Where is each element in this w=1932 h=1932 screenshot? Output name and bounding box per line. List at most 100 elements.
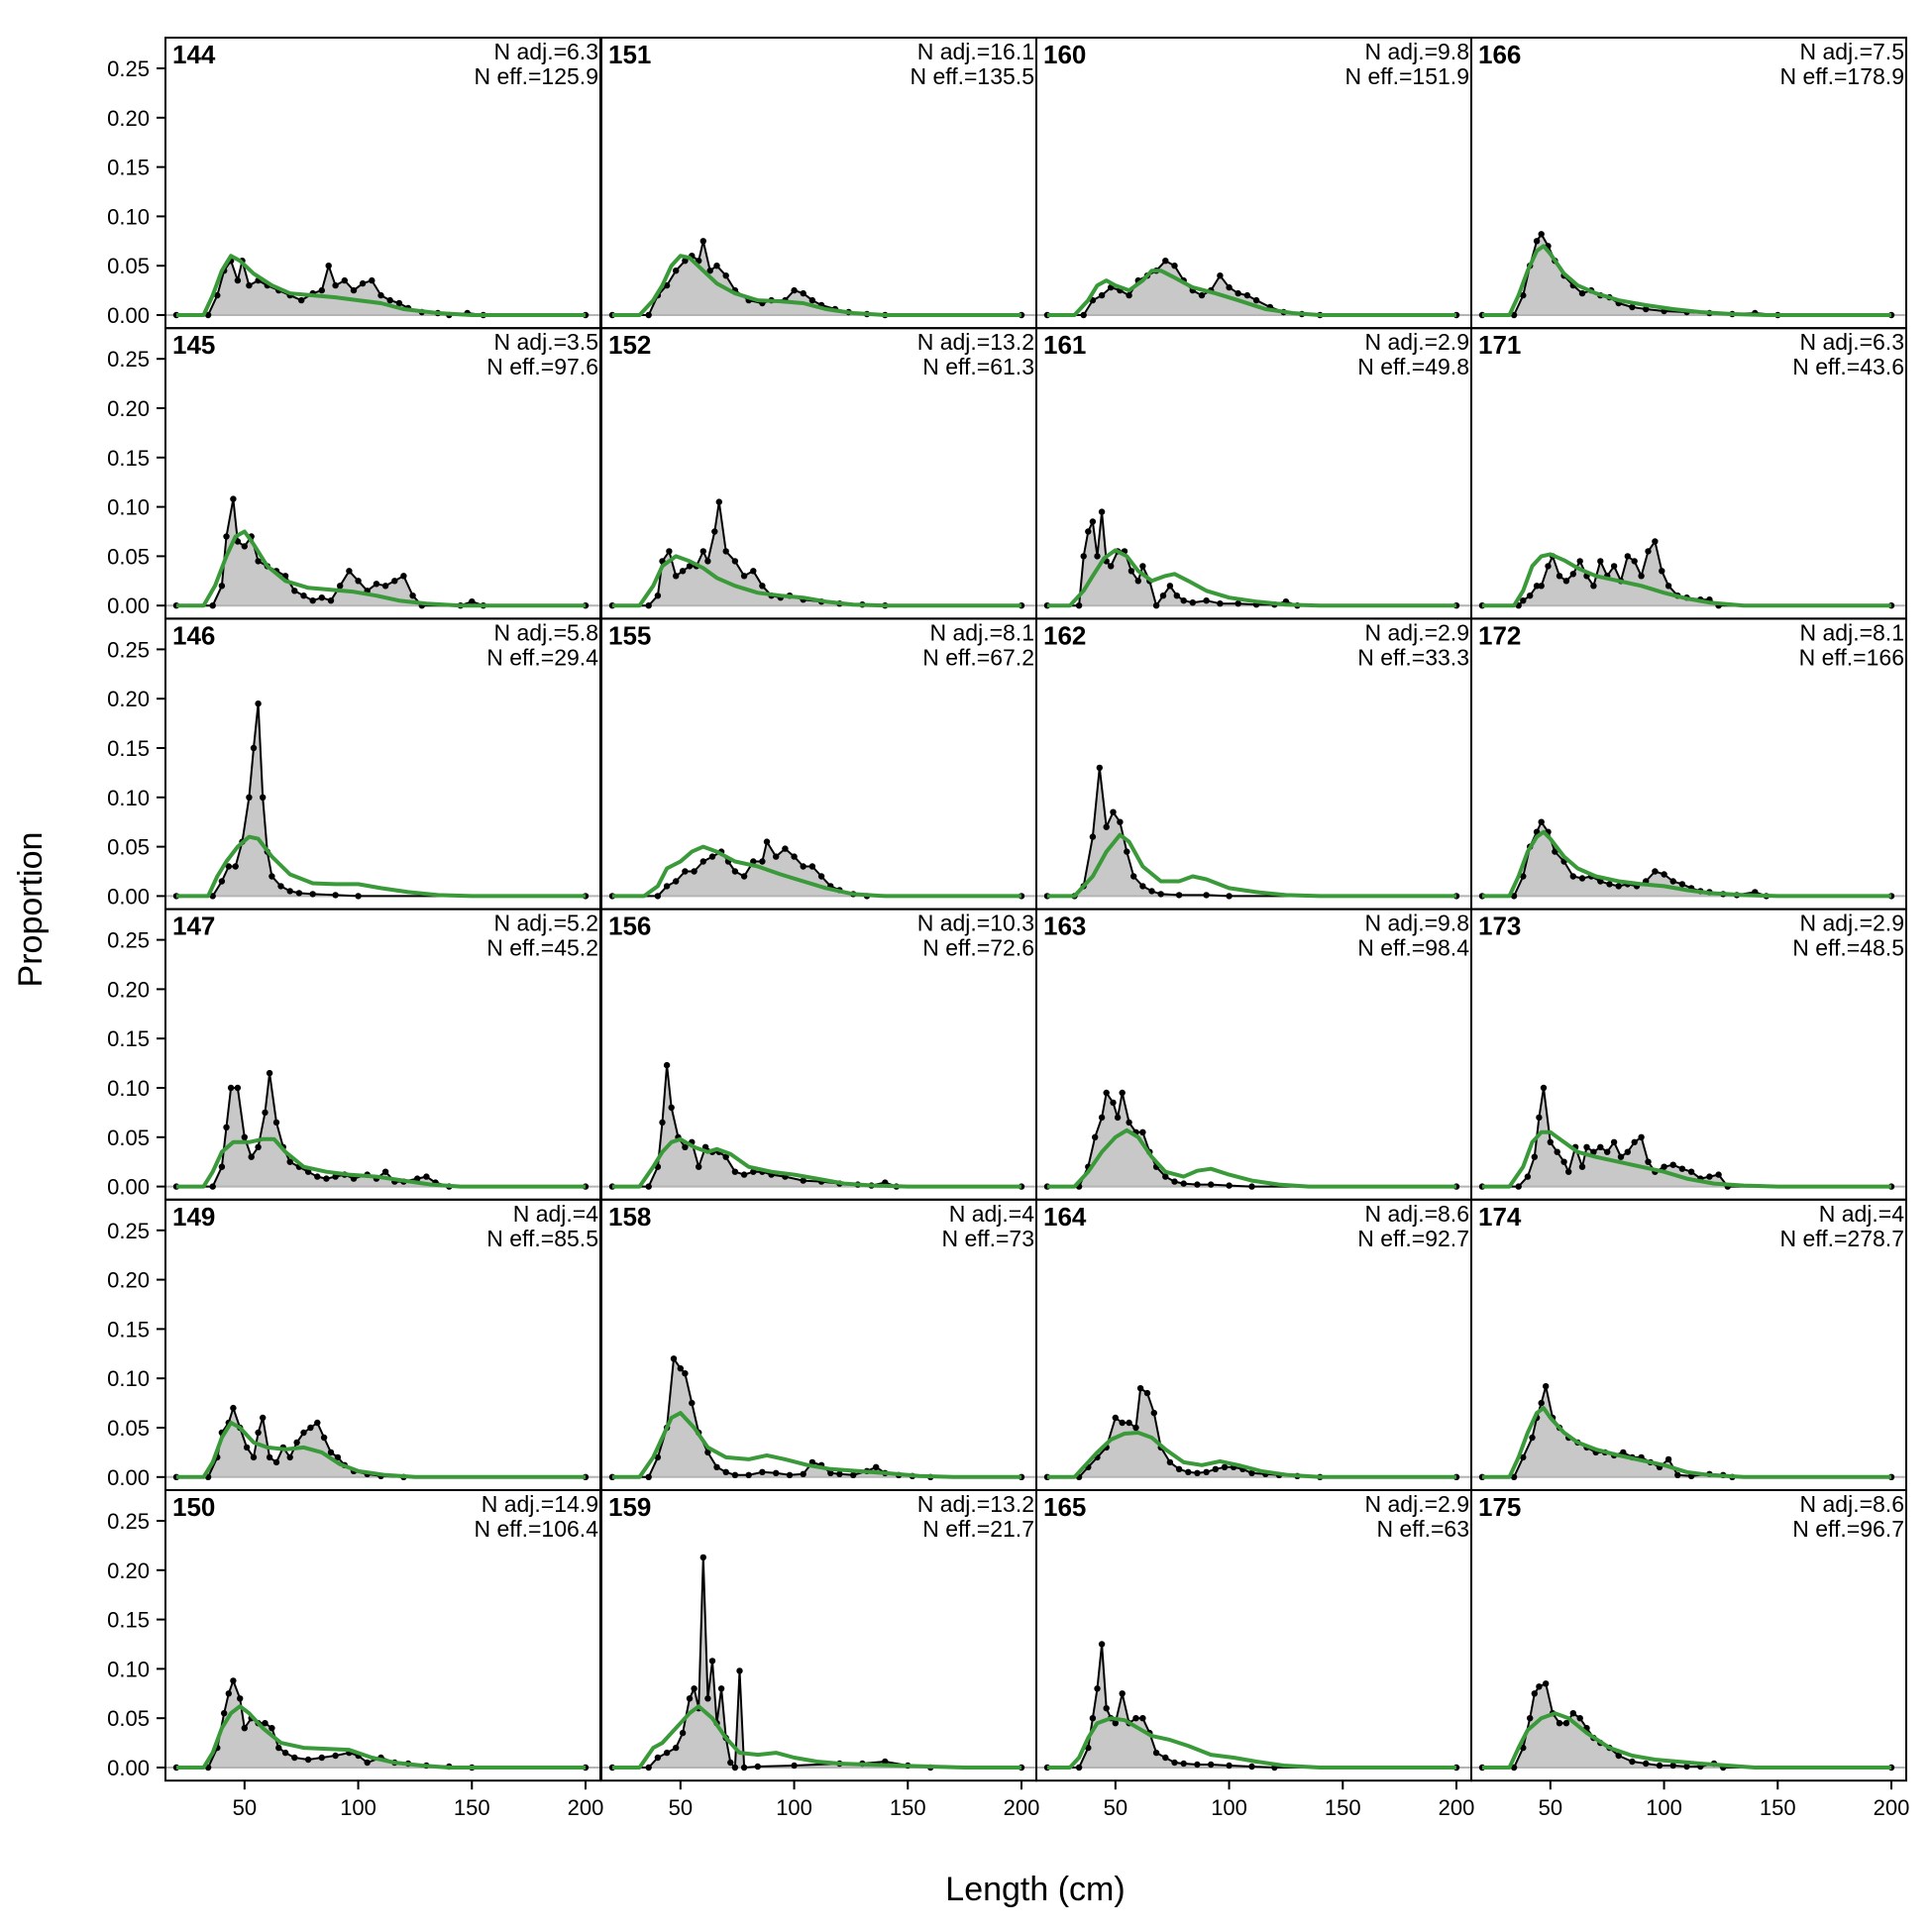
observed-point	[232, 863, 239, 870]
n-adj-label: N adj.=7.5	[1800, 39, 1905, 64]
observed-area	[1482, 1386, 1891, 1477]
observed-point	[1098, 1114, 1106, 1122]
observed-point	[645, 602, 652, 609]
observed-point	[1520, 291, 1527, 299]
observed-point	[1638, 1133, 1645, 1141]
observed-point	[1132, 1715, 1139, 1722]
y-tick-label: 0.05	[107, 544, 150, 569]
observed-point	[1543, 1680, 1550, 1687]
observed-point	[1536, 1683, 1543, 1690]
observed-point	[260, 794, 267, 801]
observed-point	[691, 1685, 698, 1692]
observed-point	[731, 1471, 739, 1479]
observed-point	[1234, 600, 1241, 607]
panel-175: 175 N adj.=8.6N eff.=96.7	[1470, 1489, 1907, 1782]
panel-158: 158 N adj.=4N eff.=73	[600, 1198, 1037, 1492]
observed-point	[1540, 1084, 1548, 1092]
observed-point	[255, 700, 262, 707]
observed-point	[221, 1710, 228, 1717]
observed-point	[1185, 1468, 1192, 1476]
observed-point	[395, 299, 403, 307]
observed-point	[699, 548, 706, 555]
panel-155: 155 N adj.=8.1N eff.=67.2	[600, 617, 1037, 911]
observed-point	[1678, 881, 1686, 888]
observed-point	[223, 533, 230, 540]
observed-point	[808, 296, 816, 304]
observed-point	[1524, 1173, 1532, 1180]
expected-line	[1047, 268, 1456, 317]
panel-frame	[1470, 1489, 1907, 1782]
panel-166: 166 N adj.=7.5N eff.=178.9	[1470, 37, 1907, 330]
observed-point	[1569, 571, 1577, 578]
observed-point	[1171, 263, 1178, 269]
observed-point	[1652, 868, 1659, 875]
panel-152: 152 N adj.=13.2N eff.=61.3	[600, 327, 1037, 620]
expected-line	[1047, 832, 1456, 899]
observed-point	[1620, 1449, 1627, 1456]
n-adj-label: N adj.=16.1	[917, 39, 1034, 64]
panel-173: 173 N adj.=2.9N eff.=48.5	[1470, 908, 1907, 1201]
observed-point	[1171, 1178, 1178, 1185]
observed-point	[1136, 1385, 1144, 1392]
observed-point	[673, 573, 680, 580]
observed-point	[327, 597, 335, 604]
observed-point	[1578, 875, 1586, 882]
observed-point	[1252, 296, 1260, 304]
expected-line	[1482, 1406, 1891, 1479]
panel-151: 151 N adj.=16.1N eff.=135.5	[600, 37, 1037, 330]
observed-point	[1226, 1762, 1233, 1770]
observed-point	[1203, 1468, 1210, 1476]
y-tick-label: 0.15	[107, 736, 150, 761]
n-eff-label: N eff.=92.7	[1357, 1226, 1469, 1251]
panel-title: 144	[172, 40, 216, 69]
panel-165: 165 N adj.=2.9N eff.=63	[1035, 1489, 1472, 1782]
n-eff-label: N eff.=151.9	[1344, 63, 1469, 89]
observed-point	[1080, 553, 1087, 560]
observed-point	[1547, 1138, 1555, 1146]
expected-line	[612, 844, 1021, 899]
observed-point	[230, 495, 237, 502]
observed-point	[1556, 573, 1563, 580]
observed-point	[759, 583, 766, 590]
x-axis-title: Length (cm)	[945, 1871, 1125, 1908]
expected-line	[176, 529, 586, 608]
observed-area	[612, 841, 1021, 897]
y-tick-label: 0.20	[107, 106, 150, 131]
y-tick-label: 0.05	[107, 254, 150, 278]
observed-point	[791, 286, 798, 294]
observed-point	[272, 1119, 280, 1127]
observed-point	[1645, 1158, 1652, 1165]
y-tick-label: 0.15	[107, 446, 150, 471]
observed-point	[1520, 873, 1527, 880]
observed-point	[225, 863, 232, 870]
observed-point	[686, 1695, 694, 1702]
n-eff-label: N eff.=278.7	[1779, 1226, 1904, 1251]
observed-point	[218, 878, 226, 885]
panel-159: 159 N adj.=13.2N eff.=21.7	[600, 1489, 1037, 1782]
y-tick-label: 0.20	[107, 1558, 150, 1583]
n-eff-label: N eff.=73	[941, 1226, 1034, 1251]
n-adj-label: N adj.=10.3	[917, 911, 1034, 936]
observed-point	[731, 558, 739, 565]
n-eff-label: N eff.=96.7	[1792, 1516, 1904, 1542]
observed-point	[293, 1439, 300, 1447]
observed-point	[1552, 848, 1558, 855]
observed-point	[673, 878, 680, 885]
y-tick-label: 0.05	[107, 835, 150, 860]
observed-point	[673, 268, 680, 274]
observed-point	[359, 279, 367, 287]
n-adj-label: N adj.=13.2	[917, 1491, 1034, 1517]
observed-point	[759, 1468, 766, 1476]
n-adj-label: N adj.=5.8	[494, 619, 599, 645]
observed-area	[1482, 1088, 1891, 1187]
panel-title: 171	[1478, 330, 1521, 360]
y-tick-label: 0.10	[107, 1076, 150, 1101]
observed-point	[663, 281, 671, 289]
expected-line	[176, 1704, 586, 1770]
n-eff-label: N eff.=178.9	[1779, 63, 1904, 89]
observed-point	[873, 1463, 880, 1471]
observed-point	[745, 1471, 752, 1479]
observed-point	[1661, 1163, 1667, 1170]
observed-point	[1248, 1763, 1255, 1771]
